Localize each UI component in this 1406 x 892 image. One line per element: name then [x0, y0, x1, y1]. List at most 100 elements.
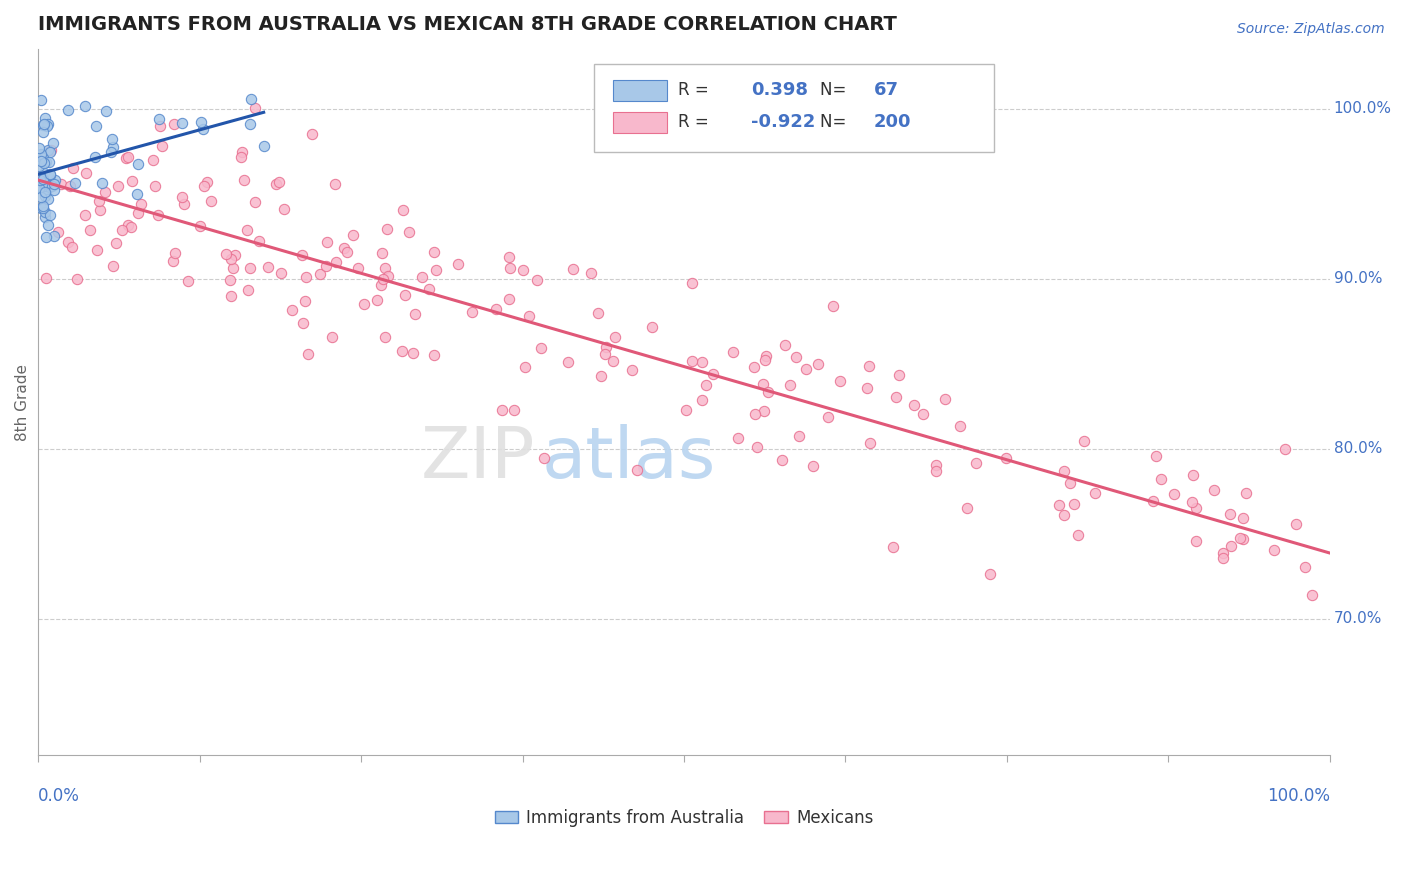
- Point: [316, 235, 339, 250]
- Point: [163, 117, 186, 131]
- Point: [411, 270, 433, 285]
- Point: [120, 220, 142, 235]
- Point: [603, 329, 626, 343]
- Point: [498, 292, 520, 306]
- Point: [423, 245, 446, 260]
- Point: [925, 458, 948, 473]
- Point: [517, 309, 540, 323]
- Point: [956, 500, 979, 515]
- Point: [323, 177, 346, 191]
- Point: [73, 99, 96, 113]
- Point: [756, 385, 779, 400]
- Point: [240, 92, 263, 106]
- Text: R =: R =: [678, 113, 714, 131]
- Point: [27, 141, 49, 155]
- Point: [1232, 532, 1254, 546]
- Point: [42, 183, 65, 197]
- Point: [44, 173, 66, 187]
- Point: [579, 266, 602, 280]
- Point: [103, 259, 125, 273]
- Point: [374, 260, 396, 275]
- Point: [32, 156, 55, 170]
- Point: [107, 178, 129, 193]
- Point: [37, 143, 59, 157]
- FancyBboxPatch shape: [613, 112, 668, 134]
- Point: [754, 353, 776, 368]
- Point: [1232, 511, 1254, 525]
- Point: [162, 254, 184, 268]
- Text: R =: R =: [678, 80, 714, 99]
- Point: [143, 178, 166, 193]
- Point: [370, 277, 392, 292]
- Point: [96, 103, 118, 118]
- Point: [346, 260, 368, 275]
- Point: [1202, 483, 1225, 498]
- Point: [626, 463, 648, 477]
- Point: [75, 166, 97, 180]
- Point: [934, 392, 956, 407]
- Text: 90.0%: 90.0%: [1334, 271, 1382, 286]
- Point: [641, 319, 664, 334]
- Point: [398, 225, 420, 239]
- Point: [94, 185, 117, 199]
- Point: [236, 223, 259, 237]
- Point: [291, 316, 314, 330]
- Point: [858, 359, 880, 373]
- Point: [253, 139, 276, 153]
- Point: [402, 346, 425, 360]
- Point: [34, 189, 56, 203]
- Point: [149, 119, 172, 133]
- Point: [37, 178, 59, 193]
- Point: [882, 540, 904, 554]
- Point: [294, 270, 316, 285]
- Point: [526, 272, 548, 286]
- Point: [39, 208, 62, 222]
- Point: [34, 154, 56, 169]
- Point: [1181, 468, 1204, 483]
- Point: [239, 117, 262, 131]
- Point: [1236, 485, 1258, 500]
- Point: [191, 122, 214, 136]
- Point: [146, 208, 169, 222]
- Point: [1274, 442, 1296, 457]
- Text: 0.398: 0.398: [751, 80, 808, 99]
- Point: [127, 206, 149, 220]
- Point: [498, 250, 520, 264]
- Point: [219, 288, 242, 302]
- Point: [721, 345, 744, 359]
- Point: [1163, 486, 1185, 500]
- Point: [245, 194, 267, 209]
- Point: [84, 120, 107, 134]
- Y-axis label: 8th Grade: 8th Grade: [15, 364, 30, 441]
- Point: [589, 368, 612, 383]
- Point: [30, 93, 52, 107]
- Point: [266, 178, 288, 192]
- Point: [855, 380, 877, 394]
- Point: [747, 440, 769, 454]
- Point: [32, 118, 55, 132]
- Point: [911, 407, 934, 421]
- Point: [28, 181, 51, 195]
- Point: [1067, 528, 1090, 542]
- Point: [593, 347, 616, 361]
- Point: [39, 168, 62, 182]
- Point: [249, 235, 271, 249]
- Point: [675, 403, 697, 417]
- Point: [31, 151, 53, 165]
- Point: [245, 101, 267, 115]
- Point: [34, 111, 56, 125]
- Point: [30, 173, 52, 187]
- Point: [30, 190, 52, 204]
- Point: [787, 429, 810, 443]
- Point: [995, 451, 1018, 466]
- Point: [30, 147, 52, 161]
- Point: [60, 240, 83, 254]
- Point: [502, 402, 524, 417]
- Point: [1294, 560, 1316, 574]
- Point: [690, 355, 713, 369]
- Point: [754, 404, 776, 418]
- Point: [828, 375, 851, 389]
- Point: [41, 178, 63, 193]
- Point: [1053, 508, 1076, 522]
- Point: [224, 248, 246, 262]
